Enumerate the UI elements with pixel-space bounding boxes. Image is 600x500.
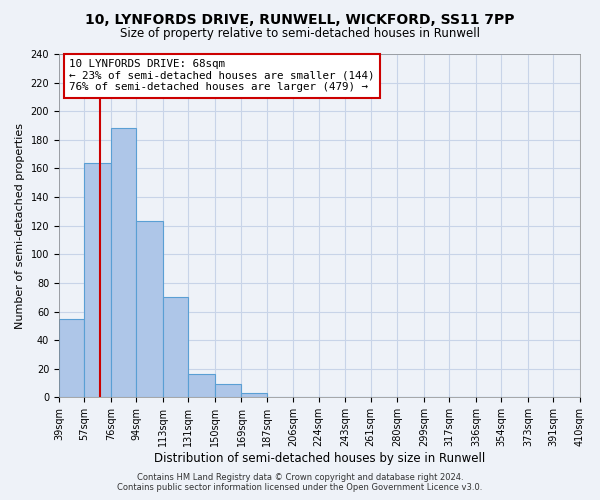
Bar xyxy=(163,297,188,398)
Bar xyxy=(188,374,215,398)
X-axis label: Distribution of semi-detached houses by size in Runwell: Distribution of semi-detached houses by … xyxy=(154,452,485,465)
Text: 10 LYNFORDS DRIVE: 68sqm
← 23% of semi-detached houses are smaller (144)
76% of : 10 LYNFORDS DRIVE: 68sqm ← 23% of semi-d… xyxy=(70,59,375,92)
Text: 10, LYNFORDS DRIVE, RUNWELL, WICKFORD, SS11 7PP: 10, LYNFORDS DRIVE, RUNWELL, WICKFORD, S… xyxy=(85,12,515,26)
Bar xyxy=(215,384,241,398)
Text: Size of property relative to semi-detached houses in Runwell: Size of property relative to semi-detach… xyxy=(120,28,480,40)
Y-axis label: Number of semi-detached properties: Number of semi-detached properties xyxy=(15,122,25,328)
Text: Contains HM Land Registry data © Crown copyright and database right 2024.
Contai: Contains HM Land Registry data © Crown c… xyxy=(118,473,482,492)
Bar xyxy=(136,222,163,398)
Bar xyxy=(241,393,267,398)
Bar xyxy=(111,128,136,398)
Bar xyxy=(84,162,111,398)
Bar xyxy=(59,318,84,398)
